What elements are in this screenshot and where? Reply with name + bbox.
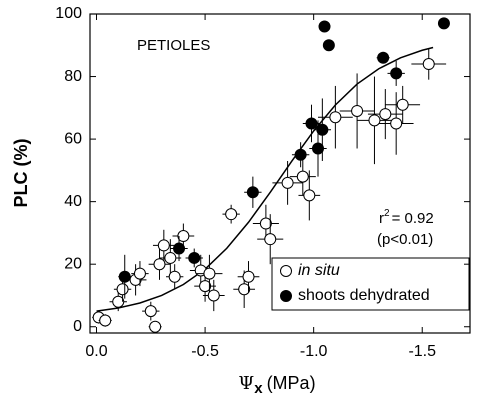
plot-frame: [89, 13, 471, 334]
fit-line: [96, 46, 434, 312]
y-tick-label: 80: [64, 68, 82, 85]
point: [281, 176, 294, 189]
point: [188, 251, 201, 264]
point: [390, 67, 403, 80]
point: [112, 295, 125, 308]
point: [242, 270, 255, 283]
stat-p: (p<0.01): [377, 231, 433, 248]
point: [294, 148, 307, 161]
y-tick-label: 40: [64, 193, 82, 210]
point: [322, 39, 335, 52]
stat-rest: = 0.92: [392, 210, 434, 227]
point: [144, 305, 157, 318]
point: [296, 170, 309, 183]
point: [316, 123, 329, 136]
point: [157, 239, 170, 252]
point: [351, 104, 364, 117]
point: [116, 283, 129, 296]
point: [203, 267, 216, 280]
legend-marker: [280, 265, 292, 277]
point: [246, 186, 259, 199]
x-label-unit: (MPa): [267, 373, 316, 393]
stat-base: r: [379, 210, 384, 227]
y-axis-label: PLC (%): [11, 139, 31, 208]
point: [149, 320, 162, 333]
y-tick-label: 60: [64, 130, 82, 147]
point: [377, 51, 390, 64]
annotation: PETIOLES: [137, 37, 210, 54]
x-label-sub: x: [254, 380, 263, 397]
point: [238, 283, 251, 296]
point: [173, 242, 186, 255]
stat-text: r2 = 0.92: [379, 208, 434, 227]
point: [259, 217, 272, 230]
legend-label: in situ: [298, 262, 340, 279]
point: [225, 208, 238, 221]
point: [164, 251, 177, 264]
point: [99, 314, 112, 327]
x-tick-label: -0.5: [191, 343, 219, 360]
legend-label: shoots dehydrated: [298, 287, 430, 304]
point: [133, 267, 146, 280]
y-tick-label: 20: [64, 255, 82, 272]
x-label-symbol: Ψ: [238, 373, 254, 394]
x-tick-label: -1.5: [408, 343, 436, 360]
point: [422, 58, 435, 71]
point: [396, 98, 409, 111]
point: [199, 280, 212, 293]
x-tick-label: -1.0: [300, 343, 328, 360]
point: [303, 189, 316, 202]
stat-sup: 2: [384, 208, 390, 219]
y-tick-label: 100: [55, 5, 82, 22]
legend-box: [271, 257, 470, 311]
point: [168, 270, 181, 283]
point: [390, 117, 403, 130]
x-axis-label: Ψx (MPa): [238, 373, 315, 397]
point: [368, 114, 381, 127]
point: [312, 142, 324, 155]
point: [305, 117, 318, 130]
point: [379, 108, 392, 121]
point: [207, 289, 220, 302]
y-tick-label: 0: [73, 318, 82, 335]
point: [318, 20, 331, 33]
point: [264, 233, 277, 246]
point: [437, 17, 450, 30]
point: [118, 270, 131, 283]
point: [177, 230, 190, 243]
x-tick-label: 0.0: [85, 343, 107, 360]
legend-marker: [280, 290, 292, 302]
point: [329, 111, 342, 124]
point: [153, 258, 166, 271]
